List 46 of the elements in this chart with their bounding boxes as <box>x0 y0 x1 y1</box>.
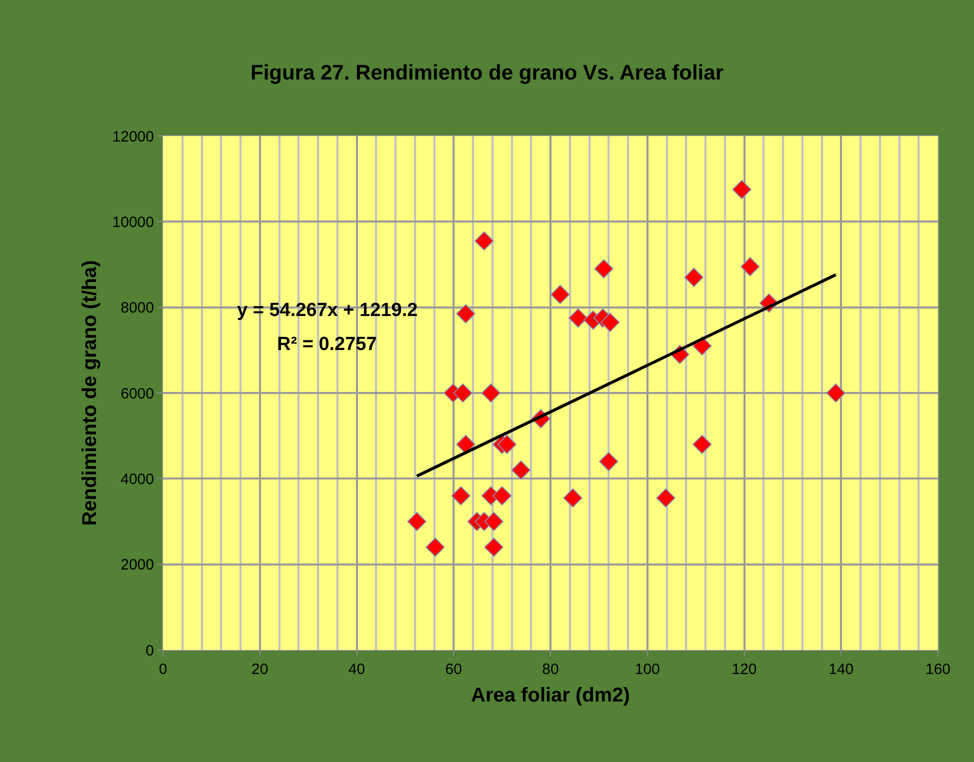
x-tick-label: 140 <box>828 661 854 678</box>
y-tick-label: 8000 <box>120 300 154 317</box>
x-axis-title: Area foliar (dm2) <box>471 684 630 706</box>
annotation: R² = 0.2757 <box>277 334 377 355</box>
y-tick-label: 10000 <box>112 214 154 231</box>
point <box>550 284 570 304</box>
point <box>692 434 712 454</box>
point <box>594 259 614 278</box>
point <box>656 488 676 508</box>
x-tick-label: 0 <box>158 661 168 678</box>
point <box>456 304 476 324</box>
x-tick-label: 20 <box>252 661 268 678</box>
point <box>456 434 476 454</box>
chart-title: Figura 27. Rendimiento de grano Vs. Area foliar <box>250 62 724 85</box>
point <box>732 180 752 200</box>
y-tick-label: 2000 <box>120 556 154 574</box>
point <box>484 512 504 532</box>
point <box>568 308 588 328</box>
y-tick-label: 6000 <box>120 385 154 402</box>
x-tick-label: 100 <box>634 661 660 678</box>
y-axis-title: Rendimiento de grano (t/ha) <box>78 260 101 526</box>
point <box>474 231 494 251</box>
point <box>453 383 472 403</box>
point <box>426 538 445 557</box>
point <box>497 434 517 454</box>
x-tick-label: 60 <box>445 661 462 678</box>
point <box>600 312 620 332</box>
point <box>826 383 846 403</box>
x-tick-label: 40 <box>348 661 366 678</box>
point <box>484 538 504 557</box>
point <box>563 488 582 508</box>
y-tick-label: 4000 <box>120 470 154 488</box>
y-tick-label: 12000 <box>112 128 154 146</box>
point <box>599 452 618 472</box>
point <box>740 257 760 276</box>
point <box>407 512 426 532</box>
point <box>492 486 512 506</box>
point <box>511 460 531 480</box>
x-tick-label: 160 <box>925 661 951 678</box>
x-tick-label: 80 <box>542 661 559 678</box>
x-tick-label: 120 <box>732 661 757 678</box>
point <box>684 268 704 287</box>
y-tick-label: 0 <box>146 642 154 660</box>
point <box>481 383 501 403</box>
annotation: y = 54.267x + 1219.2 <box>237 300 418 321</box>
point <box>451 486 470 506</box>
